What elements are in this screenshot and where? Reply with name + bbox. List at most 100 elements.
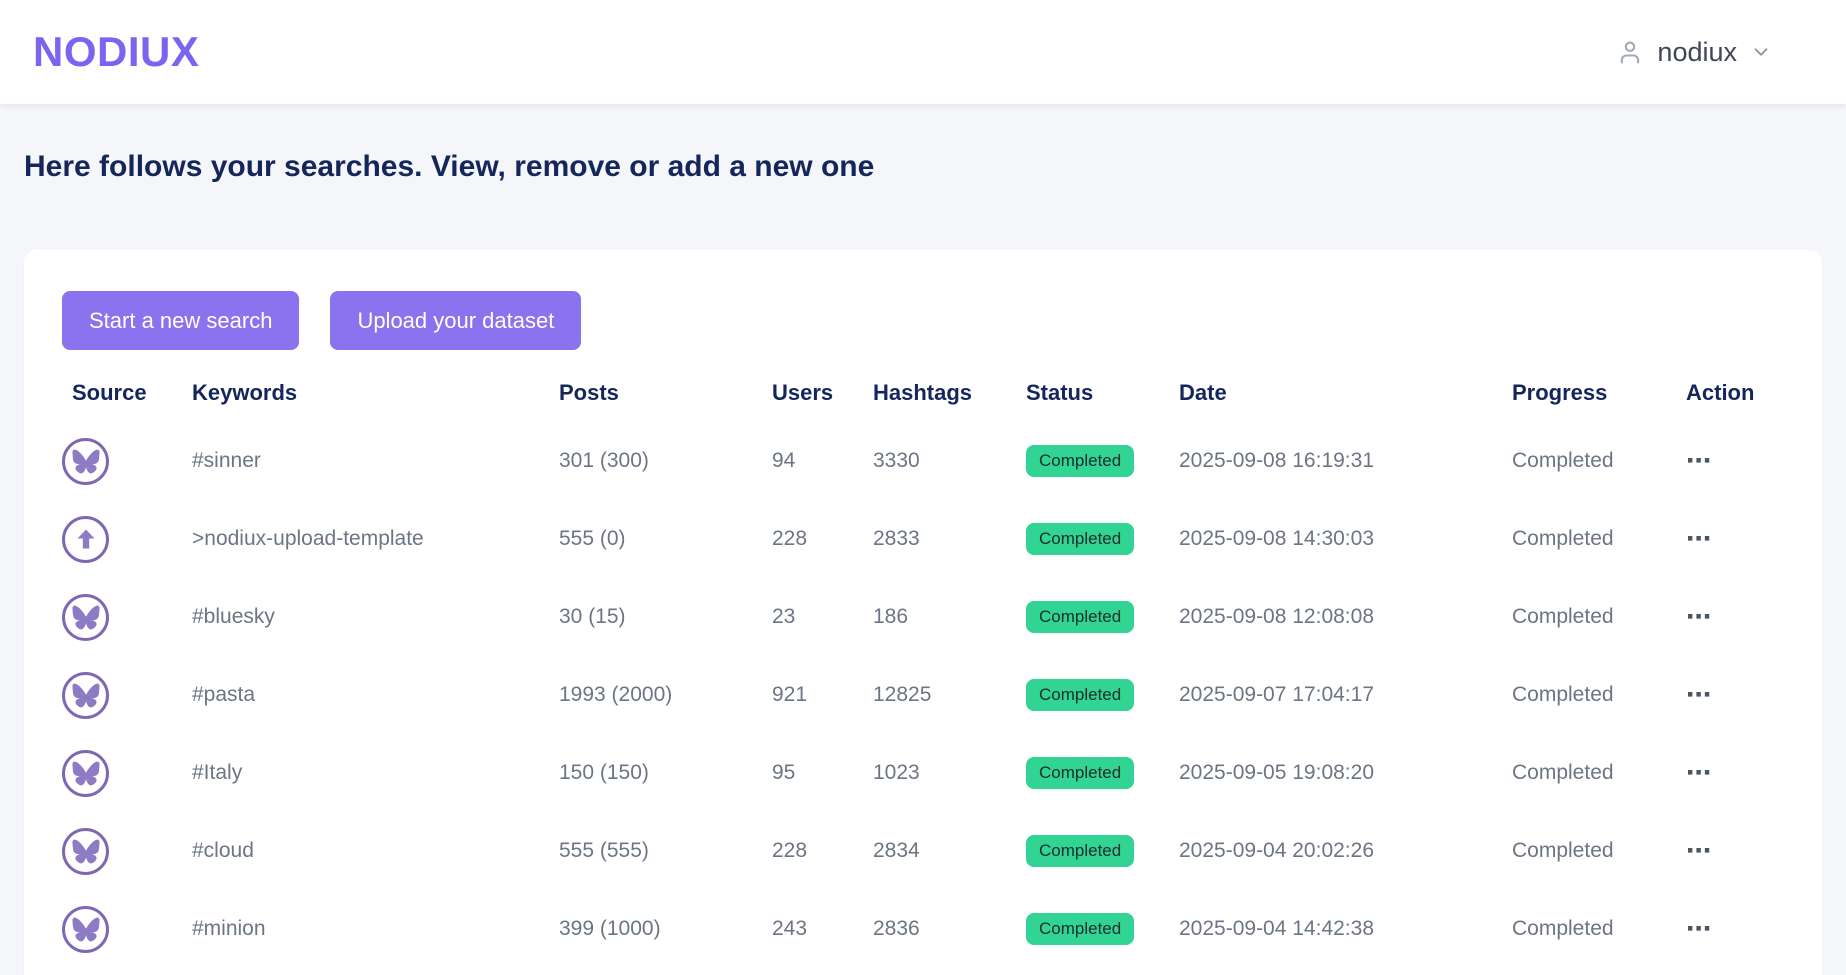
user-icon [1616,38,1644,66]
status-badge: Completed [1026,523,1135,555]
user-name: nodiux [1657,36,1737,67]
date-cell: 2025-09-05 19:08:20 [1179,761,1374,784]
status-badge: Completed [1026,601,1135,633]
upload-icon [62,515,109,563]
source-cell [62,422,192,500]
keywords-cell: #sinner [192,449,261,472]
status-badge: Completed [1026,445,1135,477]
keywords-cell: #minion [192,917,266,940]
row-actions-button[interactable]: ⋯ [1686,734,1784,812]
keywords-cell: #Italy [192,761,243,784]
user-menu[interactable]: nodiux [1616,37,1772,68]
app-logo: NODIUX [33,28,200,75]
status-cell: Completed [1026,422,1179,500]
hashtags-cell: 12825 [873,683,932,706]
hashtags-cell: 2834 [873,839,920,862]
hashtags-cell: 3330 [873,449,920,472]
hashtags-cell: 186 [873,605,909,628]
upload-dataset-button[interactable]: Upload your dataset [330,291,582,350]
row-actions-button[interactable]: ⋯ [1686,500,1784,578]
posts-cell: 555 (0) [559,527,626,550]
table-row: #bluesky 30 (15) 23 186 Completed 2025-0… [62,578,1784,656]
table-header-row: Source Keywords Posts Users Hashtags Sta… [62,354,1784,422]
chevron-down-icon [1750,41,1772,63]
status-cell: Completed [1026,812,1179,890]
progress-cell: Completed [1512,917,1614,940]
hashtags-cell: 2836 [873,917,920,940]
ellipsis-icon: ⋯ [1686,759,1713,787]
status-badge: Completed [1026,679,1135,711]
posts-cell: 555 (555) [559,839,649,862]
search-table-body: #sinner 301 (300) 94 3330 Completed 2025… [62,422,1784,968]
users-cell: 921 [772,683,808,706]
searches-table: Source Keywords Posts Users Hashtags Sta… [62,354,1784,968]
row-actions-button[interactable]: ⋯ [1686,890,1784,968]
source-cell [62,812,192,890]
status-cell: Completed [1026,890,1179,968]
start-new-search-button[interactable]: Start a new search [62,291,300,350]
column-header-date: Date [1179,380,1227,405]
column-header-action: Action [1686,380,1755,405]
date-cell: 2025-09-04 20:02:26 [1179,839,1374,862]
ellipsis-icon: ⋯ [1686,915,1713,943]
posts-cell: 1993 (2000) [559,683,673,706]
status-cell: Completed [1026,578,1179,656]
table-row: >nodiux-upload-template 555 (0) 228 2833… [62,500,1784,578]
status-cell: Completed [1026,734,1179,812]
status-badge: Completed [1026,757,1135,789]
row-actions-button[interactable]: ⋯ [1686,656,1784,734]
table-row: #minion 399 (1000) 243 2836 Completed 20… [62,890,1784,968]
bluesky-butterfly-icon [62,671,109,719]
row-actions-button[interactable]: ⋯ [1686,578,1784,656]
row-actions-button[interactable]: ⋯ [1686,812,1784,890]
date-cell: 2025-09-08 12:08:08 [1179,605,1374,628]
keywords-cell: >nodiux-upload-template [192,527,424,550]
keywords-cell: #bluesky [192,605,275,628]
column-header-keywords: Keywords [192,380,298,405]
keywords-cell: #pasta [192,683,256,706]
table-row: #sinner 301 (300) 94 3330 Completed 2025… [62,422,1784,500]
progress-cell: Completed [1512,683,1614,706]
ellipsis-icon: ⋯ [1686,837,1713,865]
progress-cell: Completed [1512,605,1614,628]
posts-cell: 399 (1000) [559,917,661,940]
column-header-status: Status [1026,380,1094,405]
row-actions-button[interactable]: ⋯ [1686,422,1784,500]
bluesky-butterfly-icon [62,749,109,797]
posts-cell: 30 (15) [559,605,626,628]
source-cell [62,578,192,656]
posts-cell: 301 (300) [559,449,649,472]
users-cell: 23 [772,605,796,628]
top-bar: NODIUX nodiux [0,0,1846,104]
bluesky-butterfly-icon [62,593,109,641]
keywords-cell: #cloud [192,839,254,862]
progress-cell: Completed [1512,449,1614,472]
users-cell: 228 [772,839,808,862]
bluesky-butterfly-icon [62,437,109,485]
date-cell: 2025-09-08 16:19:31 [1179,449,1374,472]
toolbar: Start a new search Upload your dataset [62,291,1784,350]
status-badge: Completed [1026,913,1135,945]
progress-cell: Completed [1512,527,1614,550]
bluesky-butterfly-icon [62,905,109,953]
progress-cell: Completed [1512,839,1614,862]
column-header-users: Users [772,380,834,405]
table-row: #pasta 1993 (2000) 921 12825 Completed 2… [62,656,1784,734]
progress-cell: Completed [1512,761,1614,784]
source-cell [62,500,192,578]
column-header-source: Source [72,380,147,405]
column-header-hashtags: Hashtags [873,380,973,405]
status-cell: Completed [1026,500,1179,578]
ellipsis-icon: ⋯ [1686,447,1713,475]
table-row: #Italy 150 (150) 95 1023 Completed 2025-… [62,734,1784,812]
date-cell: 2025-09-07 17:04:17 [1179,683,1374,706]
hashtags-cell: 1023 [873,761,920,784]
status-badge: Completed [1026,835,1135,867]
source-cell [62,656,192,734]
table-row: #cloud 555 (555) 228 2834 Completed 2025… [62,812,1784,890]
status-cell: Completed [1026,656,1179,734]
bluesky-butterfly-icon [62,827,109,875]
users-cell: 243 [772,917,808,940]
posts-cell: 150 (150) [559,761,649,784]
ellipsis-icon: ⋯ [1686,681,1713,709]
